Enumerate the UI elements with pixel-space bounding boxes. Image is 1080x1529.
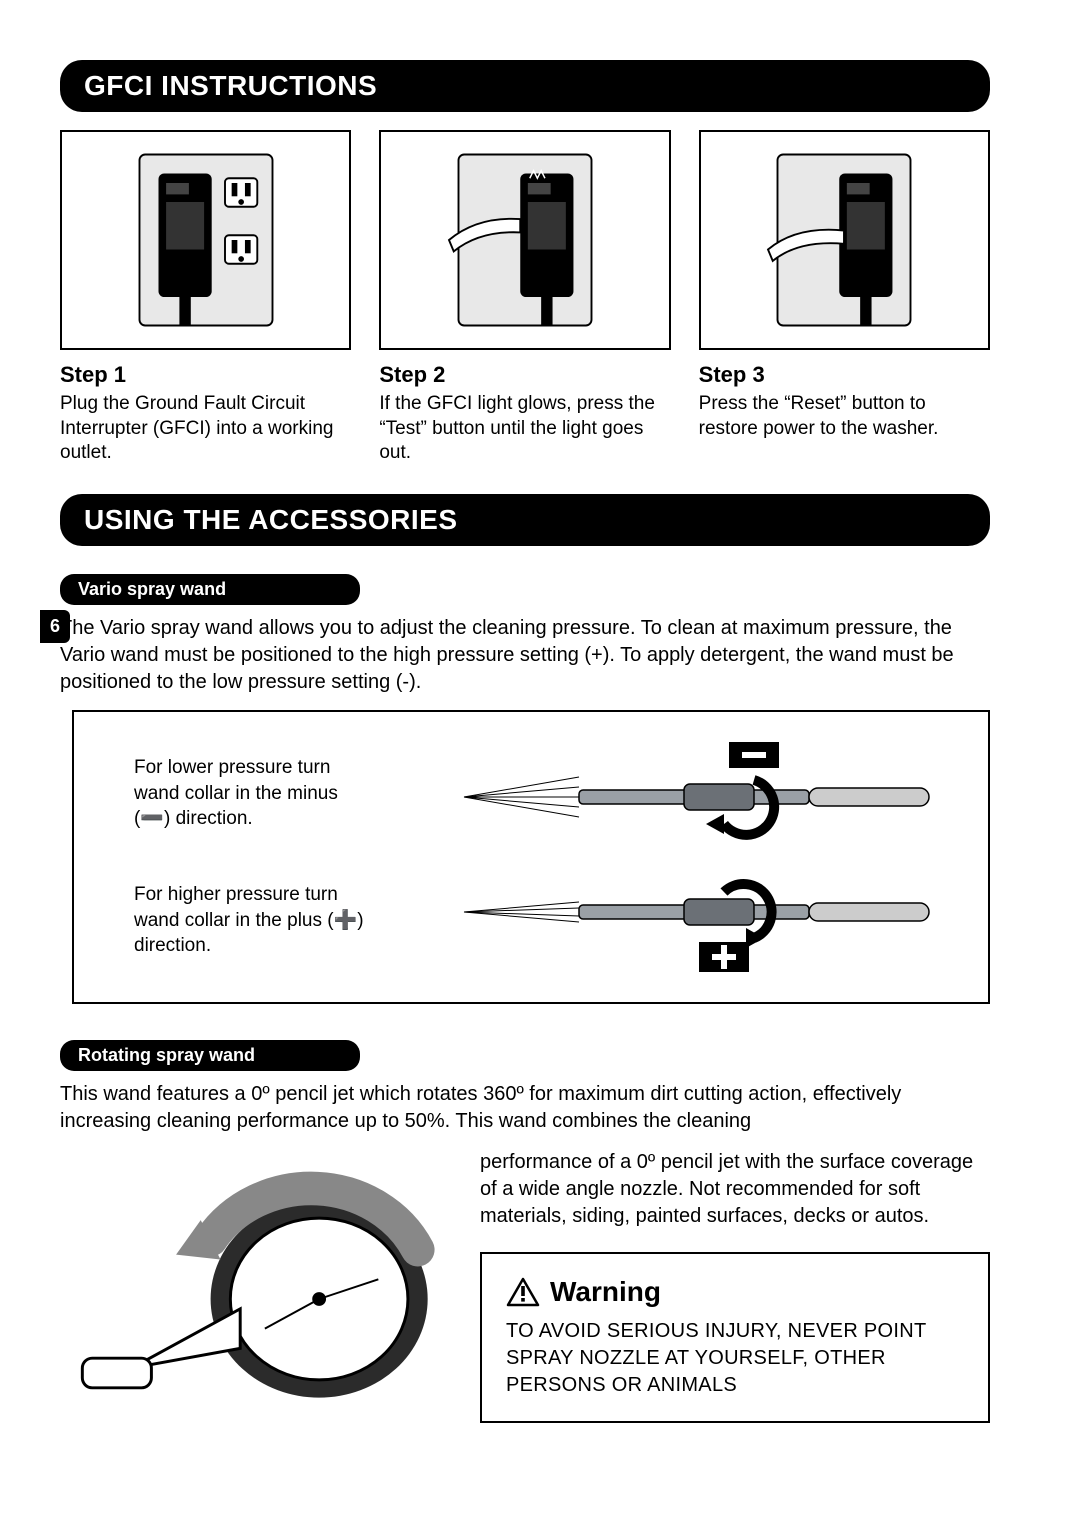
- warning-title-row: Warning: [506, 1276, 964, 1308]
- rotating-right-col: performance of a 0º pencil jet with the …: [480, 1149, 990, 1423]
- step-1-title: Step 1: [60, 362, 351, 388]
- step-3-text: Press the “Reset” button to restore powe…: [699, 392, 990, 441]
- section-header-gfci: GFCI INSTRUCTIONS: [60, 60, 990, 112]
- warning-triangle-icon: [506, 1277, 540, 1307]
- vario-intro: The Vario spray wand allows you to adjus…: [60, 615, 990, 696]
- warning-box: Warning TO AVOID SERIOUS INJURY, NEVER P…: [480, 1252, 990, 1423]
- section-header-accessories: USING THE ACCESSORIES: [60, 494, 990, 546]
- step-2-text: If the GFCI light glows, press the “Test…: [379, 392, 670, 466]
- gfci-step-3-illustration: [699, 130, 990, 350]
- gfci-step-1-illustration: [60, 130, 351, 350]
- vario-illustration: [404, 742, 964, 972]
- vario-pill: Vario spray wand: [60, 574, 360, 605]
- reset-button-icon: [749, 140, 939, 340]
- gfci-step-3: Step 3 Press the “Reset” button to resto…: [699, 130, 990, 466]
- rotating-illustration: [60, 1149, 450, 1449]
- gfci-step-2-illustration: [379, 130, 670, 350]
- rotating-wand-icon: [62, 1151, 448, 1447]
- gfci-step-2: Step 2 If the GFCI light glows, press th…: [379, 130, 670, 466]
- warning-title-text: Warning: [550, 1276, 661, 1308]
- outlet-plug-icon: [111, 140, 301, 340]
- rotating-continued: performance of a 0º pencil jet with the …: [480, 1149, 990, 1230]
- vario-labels: For lower pressure turn wand collar in t…: [134, 755, 374, 959]
- step-3-title: Step 3: [699, 362, 990, 388]
- vario-wand-icon: [404, 742, 964, 972]
- rotating-row: performance of a 0º pencil jet with the …: [60, 1149, 990, 1449]
- vario-high-label: For higher pressure turn wand collar in …: [134, 882, 374, 959]
- step-1-text: Plug the Ground Fault Circuit Interrupte…: [60, 392, 351, 466]
- warning-body-text: TO AVOID SERIOUS INJURY, NEVER POINT SPR…: [506, 1318, 964, 1399]
- rotating-pill: Rotating spray wand: [60, 1040, 360, 1071]
- test-button-icon: [430, 140, 620, 340]
- page-number-tab: 6: [40, 610, 70, 643]
- vario-low-label: For lower pressure turn wand collar in t…: [134, 755, 374, 832]
- rotating-intro: This wand features a 0º pencil jet which…: [60, 1081, 990, 1135]
- gfci-steps-row: Step 1 Plug the Ground Fault Circuit Int…: [60, 130, 990, 466]
- vario-diagram-box: For lower pressure turn wand collar in t…: [72, 710, 990, 1004]
- gfci-step-1: Step 1 Plug the Ground Fault Circuit Int…: [60, 130, 351, 466]
- step-2-title: Step 2: [379, 362, 670, 388]
